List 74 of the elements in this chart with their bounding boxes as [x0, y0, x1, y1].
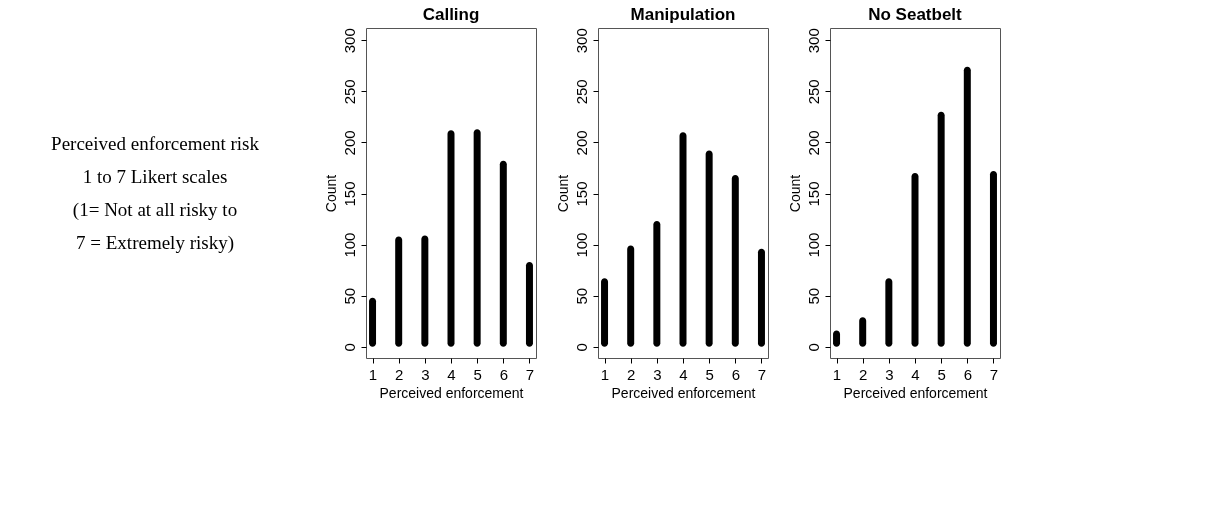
x-axis-title: Perceived enforcement: [611, 384, 756, 401]
bar: [963, 66, 971, 347]
bar: [757, 248, 765, 347]
y-tick-label: 150: [804, 181, 822, 207]
y-axis-title: Count: [322, 174, 339, 213]
x-tick-label: 7: [989, 365, 999, 383]
y-tick-label: 250: [340, 79, 358, 105]
y-tick-label: 100: [804, 232, 822, 258]
x-axis-title: Perceived enforcement: [843, 384, 988, 401]
bar: [473, 129, 481, 347]
y-tick-label: 200: [804, 130, 822, 156]
x-tick-label: 6: [731, 365, 740, 383]
x-tick-label: 3: [421, 365, 430, 383]
text: (1= Not at all risky to: [72, 198, 238, 221]
bar: [885, 278, 893, 347]
x-tick-label: 6: [963, 365, 972, 383]
y-tick-label: 300: [572, 28, 590, 54]
chart-title: Manipulation: [630, 4, 736, 24]
y-tick-label: 0: [340, 343, 358, 352]
y-tick-label: 200: [340, 130, 358, 156]
x-tick-label: 5: [473, 365, 482, 383]
x-tick-label: 2: [395, 365, 404, 383]
bar: [447, 130, 455, 347]
bar: [937, 111, 945, 347]
text: Perceived enforcement risk: [51, 132, 260, 154]
y-tick-label: 50: [340, 287, 358, 305]
y-tick-label: 100: [572, 232, 590, 258]
y-tick-label: 250: [804, 79, 822, 105]
y-tick-label: 250: [572, 79, 590, 105]
x-tick-label: 7: [525, 365, 535, 383]
x-tick-label: 6: [499, 365, 508, 383]
bar: [395, 236, 403, 347]
y-tick-label: 0: [804, 343, 822, 352]
y-tick-label: 0: [572, 343, 590, 352]
x-tick-label: 1: [832, 365, 842, 383]
x-tick-label: 1: [600, 365, 610, 383]
y-axis-title: Count: [554, 174, 571, 213]
x-tick-label: 3: [885, 365, 894, 383]
x-tick-label: 3: [653, 365, 662, 383]
x-tick-label: 5: [705, 365, 714, 383]
y-tick-label: 300: [804, 28, 822, 54]
bar: [653, 221, 661, 347]
x-tick-label: 5: [937, 365, 946, 383]
x-tick-label: 2: [859, 365, 868, 383]
x-tick-label: 7: [757, 365, 767, 383]
x-tick-label: 1: [368, 365, 378, 383]
text: 1 to 7 Likert scales: [82, 165, 228, 187]
y-tick-label: 100: [340, 232, 358, 258]
text: 7 = Extremely risky): [76, 231, 234, 254]
bar: [705, 150, 713, 347]
y-tick-label: 200: [572, 130, 590, 156]
chart-title: No Seatbelt: [868, 4, 963, 24]
y-axis-title: Count: [786, 174, 803, 213]
chart-title: Calling: [422, 4, 480, 24]
x-tick-label: 4: [911, 365, 920, 383]
y-tick-label: 50: [804, 287, 822, 305]
x-axis-title: Perceived enforcement: [379, 384, 524, 401]
bar: [989, 171, 997, 347]
x-tick-label: 2: [627, 365, 636, 383]
y-tick-label: 50: [572, 287, 590, 305]
y-tick-label: 300: [340, 28, 358, 54]
bar: [369, 297, 377, 347]
bar: [525, 261, 533, 347]
bar: [679, 132, 687, 347]
bar: [421, 235, 429, 347]
bar: [911, 173, 919, 347]
bar: [601, 278, 609, 347]
y-tick-label: 150: [572, 181, 590, 207]
bar: [499, 160, 507, 347]
x-tick-label: 4: [679, 365, 688, 383]
y-tick-label: 150: [340, 181, 358, 207]
bar: [731, 175, 739, 347]
bar: [627, 245, 635, 347]
x-tick-label: 4: [447, 365, 456, 383]
